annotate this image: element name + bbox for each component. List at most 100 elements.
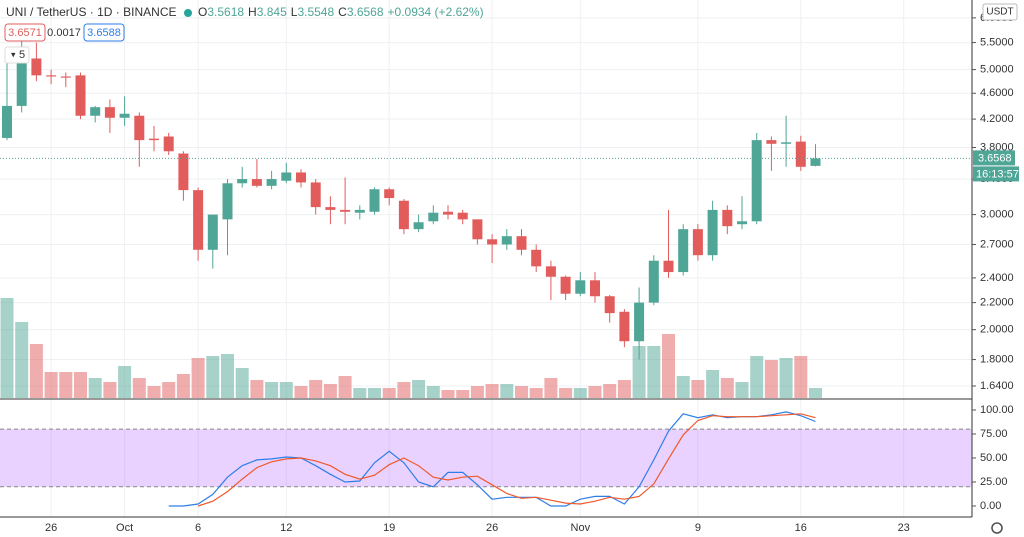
volume-bar bbox=[500, 384, 514, 398]
bid: 3.6571 bbox=[8, 27, 42, 39]
y-tick-label: 1.8000 bbox=[980, 353, 1014, 365]
volume-bar bbox=[662, 334, 675, 398]
volume-bar bbox=[470, 386, 484, 398]
ask-box[interactable] bbox=[83, 23, 125, 42]
ohlc-prefix: O bbox=[198, 5, 207, 19]
ohlc-value: 3.6568 bbox=[347, 5, 384, 19]
collapse-icon: ▾ bbox=[11, 49, 16, 59]
candle-body bbox=[237, 179, 248, 184]
candle-body bbox=[325, 207, 336, 210]
x-tick-label: 6 bbox=[195, 522, 201, 534]
volume-bar bbox=[441, 390, 455, 398]
volume-bar bbox=[206, 356, 220, 398]
y-tick-label: 5.5000 bbox=[980, 36, 1014, 48]
y-tick-label: 50.00 bbox=[980, 452, 1008, 464]
volume-bar bbox=[412, 380, 426, 398]
x-tick-label: 9 bbox=[695, 522, 701, 534]
y-tick-label: 4.2000 bbox=[980, 113, 1014, 125]
volume-bar bbox=[720, 378, 734, 398]
volume-bar bbox=[235, 368, 249, 398]
volume-bar bbox=[176, 374, 190, 398]
candle-body bbox=[678, 229, 689, 273]
volume-bar bbox=[309, 380, 323, 398]
volume-bar bbox=[515, 386, 528, 398]
candle-body bbox=[60, 76, 71, 78]
candle-body bbox=[251, 179, 262, 186]
settings-gear[interactable] bbox=[991, 522, 1003, 534]
candle-body bbox=[707, 209, 718, 256]
x-tick-label: Oct bbox=[116, 522, 133, 534]
volume-bar bbox=[382, 388, 396, 398]
candle-body bbox=[178, 153, 189, 191]
candle-body bbox=[222, 183, 233, 220]
x-tick-label: Nov bbox=[571, 522, 591, 534]
x-tick-label: 26 bbox=[45, 522, 57, 534]
volume-bar bbox=[573, 388, 587, 398]
candle-body bbox=[428, 212, 439, 222]
plot bbox=[0, 37, 972, 507]
y-tick-label: 100.00 bbox=[980, 404, 1014, 416]
ask: 3.6588 bbox=[87, 27, 121, 39]
candle-body bbox=[266, 179, 277, 186]
volume-bar bbox=[368, 388, 381, 398]
candle-body bbox=[369, 189, 380, 212]
candle-body bbox=[501, 236, 512, 245]
candle-body bbox=[90, 107, 101, 116]
last-price-label: 3.6568 bbox=[978, 152, 1012, 164]
y-tick-label: 2.2000 bbox=[980, 297, 1014, 309]
indicator-box[interactable] bbox=[4, 46, 30, 64]
volume-bar bbox=[809, 388, 822, 398]
ohlc-prefix: H bbox=[248, 5, 257, 19]
candle-body bbox=[296, 172, 306, 183]
candle-body bbox=[413, 222, 424, 230]
candle-body bbox=[560, 276, 571, 294]
volume-bar bbox=[456, 390, 470, 398]
volume-bar bbox=[221, 354, 234, 398]
spread: 0.0017 bbox=[47, 27, 81, 39]
x-tick-label: 23 bbox=[898, 522, 910, 534]
candle-body bbox=[692, 229, 703, 256]
x-tick-label: 19 bbox=[383, 522, 395, 534]
volume-bar bbox=[162, 382, 176, 398]
ohlc-value: 3.5618 bbox=[207, 5, 244, 19]
candle-body bbox=[751, 140, 762, 222]
candle-body bbox=[634, 302, 645, 342]
candle-body bbox=[722, 209, 733, 227]
indicator-value: 5 bbox=[19, 49, 25, 61]
volume-bar bbox=[132, 378, 146, 398]
candle-body bbox=[516, 236, 527, 250]
volume-bar bbox=[29, 344, 43, 398]
volume-bar bbox=[191, 358, 205, 398]
countdown: 16:13:57 bbox=[976, 168, 1019, 180]
candle-body bbox=[281, 172, 292, 181]
volume-bar bbox=[588, 386, 602, 398]
candle-body bbox=[443, 211, 453, 215]
bid-box[interactable] bbox=[4, 23, 46, 42]
stoch-d-line bbox=[197, 413, 816, 507]
ohlc-value: 3.845 bbox=[257, 5, 287, 19]
candle-body bbox=[119, 113, 130, 118]
candle-body bbox=[2, 105, 12, 138]
candle-body bbox=[31, 58, 42, 76]
settings-icon[interactable] bbox=[991, 522, 1003, 534]
currency-box[interactable] bbox=[982, 3, 1018, 21]
candle-body bbox=[737, 221, 747, 225]
x-tick-label: 16 bbox=[795, 522, 807, 534]
y-tick-label: 75.00 bbox=[980, 428, 1008, 440]
y-tick-label: 2.0000 bbox=[980, 324, 1014, 336]
ohlc-prefix: L bbox=[291, 5, 298, 19]
candle-body bbox=[663, 260, 674, 273]
candle-body bbox=[648, 260, 659, 303]
volume-bar bbox=[250, 380, 264, 398]
ohlc-legend: O 3.5618 H 3.845 L 3.5548 C 3.6568 +0.0934 (+2.6… bbox=[198, 5, 484, 19]
candle-body bbox=[310, 182, 321, 208]
volume-bar bbox=[294, 386, 308, 398]
candle-body bbox=[193, 190, 204, 250]
volume-bar bbox=[15, 322, 29, 398]
status-dot bbox=[184, 9, 192, 17]
volume-bar bbox=[338, 376, 352, 398]
x-tick-label: 26 bbox=[486, 522, 498, 534]
candle-body bbox=[104, 107, 115, 118]
